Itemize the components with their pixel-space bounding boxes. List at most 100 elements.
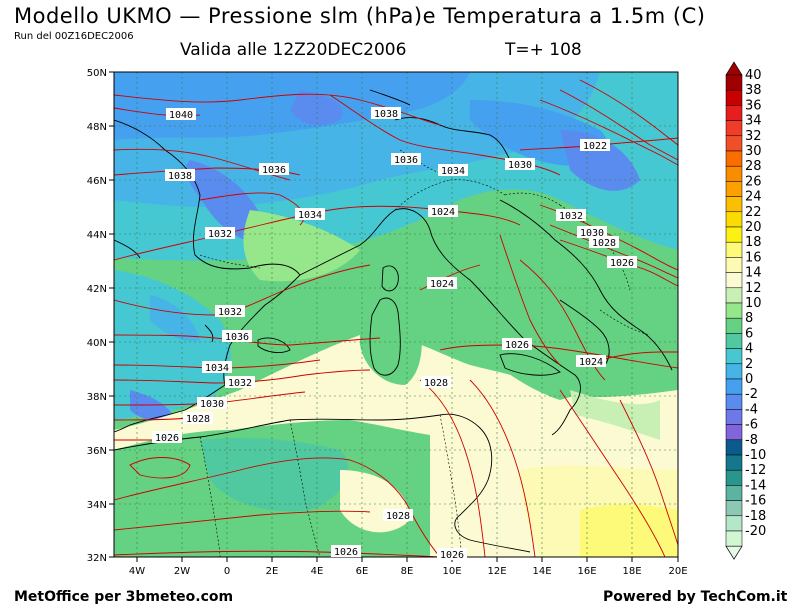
- colorbar-label: -16: [745, 494, 766, 509]
- colorbar-swatch: [725, 439, 743, 456]
- svg-text:1022: 1022: [583, 141, 607, 152]
- isobar-label: 1024: [427, 277, 457, 290]
- isobar-label: 1028: [589, 236, 619, 249]
- colorbar-swatch: [725, 257, 743, 273]
- isobar-label: 1032: [225, 376, 255, 389]
- lon-label: 18E: [622, 566, 641, 577]
- svg-text:1034: 1034: [298, 210, 322, 221]
- svg-text:1034: 1034: [205, 363, 229, 374]
- lat-label: 44N: [87, 230, 107, 241]
- colorbar-label: 28: [745, 159, 762, 174]
- svg-text:1028: 1028: [424, 378, 448, 389]
- isobar-label: 1026: [502, 338, 532, 351]
- isobar-label: 1034: [438, 164, 468, 177]
- svg-text:1040: 1040: [169, 110, 193, 121]
- colorbar-bottom-arrow: [725, 545, 743, 560]
- isobar-labels: 1040 1038 1036 1036 1038 1034 1032 1032 1036 1034…: [152, 107, 637, 561]
- isobar-label: 1026: [152, 431, 182, 444]
- colorbar-label: 22: [745, 205, 762, 220]
- colorbar-swatch: [725, 150, 743, 167]
- colorbar-label: -14: [745, 478, 766, 493]
- svg-text:1026: 1026: [334, 547, 358, 558]
- colorbar-label: 4: [745, 342, 753, 357]
- colorbar-swatch: [725, 378, 743, 395]
- isobar-label: 1030: [505, 158, 535, 171]
- isobar-label: 1028: [421, 376, 451, 389]
- colorbar-label: -8: [745, 433, 758, 448]
- lat-label: 32N: [87, 553, 107, 564]
- svg-text:1026: 1026: [505, 340, 529, 351]
- colorbar-swatch: [725, 165, 743, 182]
- run-time: Run del 00Z16DEC2006: [14, 31, 134, 42]
- svg-text:1032: 1032: [218, 307, 242, 318]
- isobar-label: 1036: [391, 153, 421, 166]
- lat-label: 38N: [87, 392, 107, 403]
- isobar-label: 1038: [165, 169, 195, 182]
- colorbar-swatch: [725, 515, 743, 532]
- isobar-label: 1032: [556, 209, 586, 222]
- isobar-label: 1022: [580, 139, 610, 152]
- lat-lon-grid: [114, 72, 678, 557]
- isobar-label: 1028: [383, 509, 413, 522]
- colorbar-swatch: [725, 74, 743, 91]
- lon-label: 4W: [129, 566, 145, 577]
- colorbar-swatch: [725, 302, 743, 319]
- colorbar-label: 0: [745, 372, 753, 387]
- colorbar-swatch: [725, 196, 743, 213]
- temperature-colorbar: 4038363432302826242220181614121086420-2-…: [725, 61, 766, 560]
- isobar-label: 1024: [428, 205, 458, 218]
- forecast-lead: T=+ 108: [505, 40, 582, 60]
- svg-text:1028: 1028: [186, 414, 210, 425]
- colorbar-label: -2: [745, 387, 758, 402]
- isobar-label: 1040: [166, 108, 196, 121]
- svg-text:1032: 1032: [208, 229, 232, 240]
- lat-label: 50N: [87, 68, 107, 79]
- isobar-label: 1038: [371, 107, 401, 120]
- colorbar-label: -18: [745, 509, 766, 524]
- svg-text:1026: 1026: [155, 433, 179, 444]
- footer-credit: Powered by TechCom.it: [603, 589, 788, 605]
- colorbar-swatch: [725, 135, 743, 152]
- lon-label: 8E: [401, 566, 414, 577]
- isobar-label: 1030: [577, 226, 607, 239]
- lat-label: 34N: [87, 500, 107, 511]
- isobar-label: 1028: [183, 412, 213, 425]
- svg-text:1036: 1036: [225, 332, 249, 343]
- colorbar-swatch: [725, 181, 743, 197]
- svg-text:1032: 1032: [559, 211, 583, 222]
- lat-label: 46N: [87, 176, 107, 187]
- isobar-label: 1026: [607, 256, 637, 269]
- lat-label: 40N: [87, 338, 107, 349]
- lat-label: 36N: [87, 446, 107, 457]
- lon-label: 2W: [174, 566, 190, 577]
- colorbar-label: 36: [745, 98, 762, 113]
- colorbar-label: 34: [745, 114, 762, 129]
- colorbar-label: -4: [745, 402, 758, 417]
- colorbar-label: 24: [745, 190, 762, 205]
- colorbar-swatch: [725, 363, 743, 380]
- lon-label: 20E: [668, 566, 687, 577]
- valid-time: Valida alle 12Z20DEC2006: [180, 40, 407, 60]
- svg-text:1024: 1024: [430, 279, 454, 290]
- colorbar-swatch: [725, 120, 743, 137]
- isobar-label: 1036: [222, 330, 252, 343]
- colorbar-label: 2: [745, 357, 753, 372]
- lon-label: 12E: [487, 566, 506, 577]
- colorbar-swatch: [725, 424, 743, 441]
- svg-text:1028: 1028: [386, 511, 410, 522]
- colorbar-top-arrow: [725, 61, 743, 76]
- colorbar-label: 38: [745, 83, 762, 98]
- isobar-label: 1032: [205, 227, 235, 240]
- colorbar-swatch: [725, 211, 743, 228]
- colorbar-swatch: [725, 89, 743, 106]
- colorbar-swatch: [725, 469, 743, 486]
- colorbar-swatch: [725, 409, 743, 425]
- colorbar-label: -12: [745, 463, 766, 478]
- colorbar-swatch: [725, 272, 743, 289]
- svg-text:1030: 1030: [580, 228, 604, 239]
- lat-label: 42N: [87, 284, 107, 295]
- svg-text:1028: 1028: [592, 238, 616, 249]
- isobar-label: 1026: [331, 545, 361, 558]
- isobar-label: 1036: [259, 163, 289, 176]
